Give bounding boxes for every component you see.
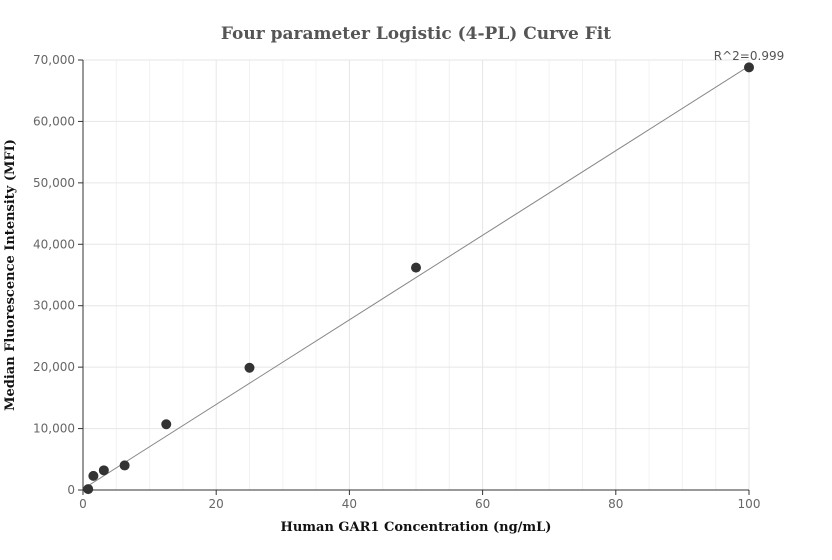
y-tick-label: 60,000 <box>33 114 75 128</box>
x-tick-label: 40 <box>342 497 357 511</box>
fit-curve <box>87 65 750 487</box>
x-axis-title: Human GAR1 Concentration (ng/mL) <box>281 520 552 535</box>
data-point <box>244 362 255 373</box>
x-tick-label: 80 <box>608 497 623 511</box>
data-point <box>98 465 109 476</box>
axes <box>78 59 750 495</box>
chart-title: Four parameter Logistic (4-PL) Curve Fit <box>221 24 611 44</box>
y-tick-label: 10,000 <box>33 422 75 436</box>
y-tick-label: 20,000 <box>33 360 75 374</box>
x-tick-label: 100 <box>738 497 761 511</box>
y-tick-label: 70,000 <box>33 53 75 67</box>
data-point <box>119 460 130 471</box>
y-tick-label: 30,000 <box>33 299 75 313</box>
r-squared-annotation: R^2=0.999 <box>714 49 784 63</box>
x-tick-label: 60 <box>475 497 490 511</box>
data-point <box>88 470 99 481</box>
y-axis-title: Median Fluorescence Intensity (MFI) <box>3 139 18 411</box>
data-points <box>83 62 754 495</box>
x-tick-label: 0 <box>79 497 87 511</box>
fit-line <box>87 65 750 487</box>
data-point <box>161 419 172 430</box>
data-point <box>744 62 754 73</box>
data-point <box>411 262 421 273</box>
y-tick-label: 0 <box>67 483 75 497</box>
tick-labels: 0 20 40 60 80 100 0 10,000 20,000 30,000 40,000 50,… <box>33 53 760 511</box>
y-tick-label: 50,000 <box>33 176 75 190</box>
x-tick-label: 20 <box>209 497 224 511</box>
data-point <box>83 484 94 495</box>
y-tick-label: 40,000 <box>33 237 75 251</box>
